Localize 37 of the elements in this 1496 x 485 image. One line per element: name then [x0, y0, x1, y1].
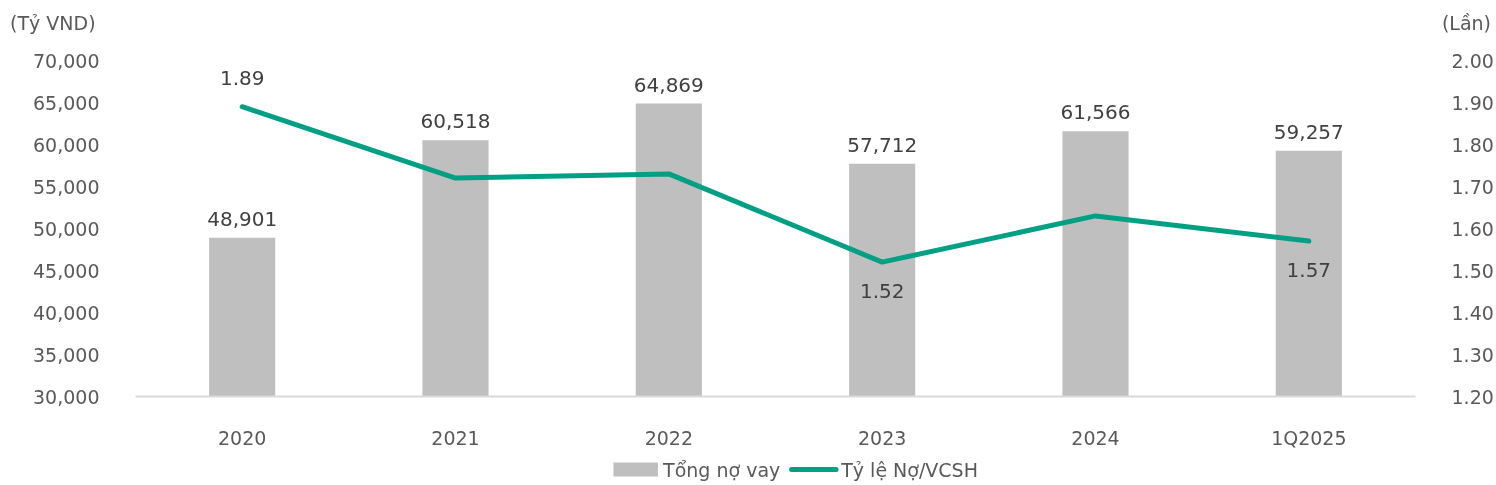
y-tick-label: 35,000	[33, 343, 100, 366]
y-tick-label: 65,000	[33, 91, 100, 114]
x-tick-label: 2022	[644, 426, 694, 449]
data-label: 48,901	[207, 206, 278, 231]
x-tick-label: 2021	[431, 426, 480, 449]
y2-tick-label: 1.20	[1451, 385, 1494, 408]
x-tick-label: 2024	[1071, 426, 1120, 449]
y-tick-label: 50,000	[33, 217, 100, 240]
legend-label: Tỷ lệ Nợ/VCSH	[840, 458, 978, 481]
data-label: 60,518	[420, 109, 491, 134]
y-tick-label: 70,000	[33, 49, 100, 72]
y2-axis-title: (Lần)	[1441, 11, 1491, 36]
data-label: 61,566	[1060, 100, 1131, 125]
data-label: 59,257	[1273, 119, 1344, 144]
y-tick-label: 30,000	[33, 385, 100, 408]
data-label: 1.57	[1286, 258, 1332, 283]
y-tick-label: 55,000	[33, 175, 100, 198]
y2-tick-label: 1.40	[1451, 301, 1494, 324]
y-tick-label: 45,000	[33, 259, 100, 282]
data-label: 1.89	[219, 65, 265, 90]
x-tick-label: 1Q2025	[1271, 426, 1347, 449]
y2-tick-label: 1.90	[1451, 91, 1494, 114]
data-label: 1.52	[859, 279, 905, 304]
data-label: 64,869	[633, 72, 704, 97]
x-tick-label: 2020	[217, 426, 267, 449]
data-label: 57,712	[847, 132, 918, 157]
y-tick-label: 60,000	[33, 133, 100, 156]
y2-tick-label: 1.60	[1451, 217, 1494, 240]
y-axis-title: (Tỷ VND)	[10, 11, 96, 36]
y2-tick-label: 1.50	[1451, 259, 1494, 282]
y2-tick-label: 1.30	[1451, 343, 1494, 366]
y2-tick-label: 1.80	[1451, 133, 1494, 156]
x-tick-label: 2023	[857, 426, 907, 449]
legend-label: Tổng nợ vay	[662, 458, 781, 481]
y-tick-label: 40,000	[33, 301, 100, 324]
y2-tick-label: 2.00	[1451, 49, 1494, 72]
y2-tick-label: 1.70	[1451, 175, 1494, 198]
